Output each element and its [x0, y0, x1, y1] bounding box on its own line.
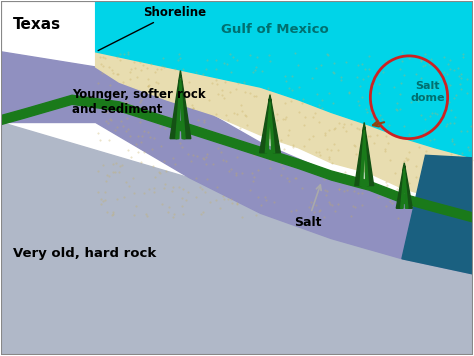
Polygon shape	[360, 130, 368, 185]
Polygon shape	[355, 122, 374, 185]
Polygon shape	[1, 95, 473, 222]
Polygon shape	[96, 1, 473, 158]
Text: Salt: Salt	[294, 185, 321, 229]
Polygon shape	[1, 52, 473, 274]
Polygon shape	[1, 122, 473, 355]
Polygon shape	[176, 79, 185, 138]
Polygon shape	[260, 95, 280, 153]
Polygon shape	[396, 163, 412, 208]
Text: Texas: Texas	[13, 17, 61, 32]
Text: Gulf of Mexico: Gulf of Mexico	[221, 23, 328, 36]
Polygon shape	[170, 70, 191, 138]
Text: Very old, hard rock: Very old, hard rock	[13, 247, 156, 260]
Polygon shape	[401, 168, 408, 208]
Text: Salt
dome: Salt dome	[410, 82, 445, 103]
Text: Shoreline: Shoreline	[98, 5, 206, 51]
Polygon shape	[96, 52, 473, 213]
Polygon shape	[265, 102, 274, 153]
Polygon shape	[402, 155, 473, 274]
Text: Younger, softer rock
and sediment: Younger, softer rock and sediment	[72, 88, 206, 116]
